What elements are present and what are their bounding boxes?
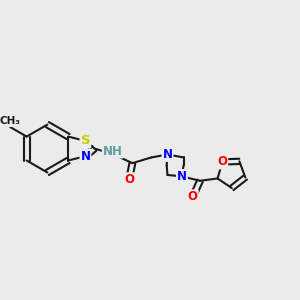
- Text: NH: NH: [103, 145, 123, 158]
- Text: N: N: [163, 148, 172, 161]
- Text: O: O: [124, 173, 134, 186]
- Text: O: O: [188, 190, 198, 203]
- Text: S: S: [81, 134, 90, 147]
- Text: N: N: [80, 150, 90, 163]
- Text: O: O: [217, 155, 227, 169]
- Text: CH₃: CH₃: [0, 116, 21, 127]
- Text: N: N: [177, 170, 187, 183]
